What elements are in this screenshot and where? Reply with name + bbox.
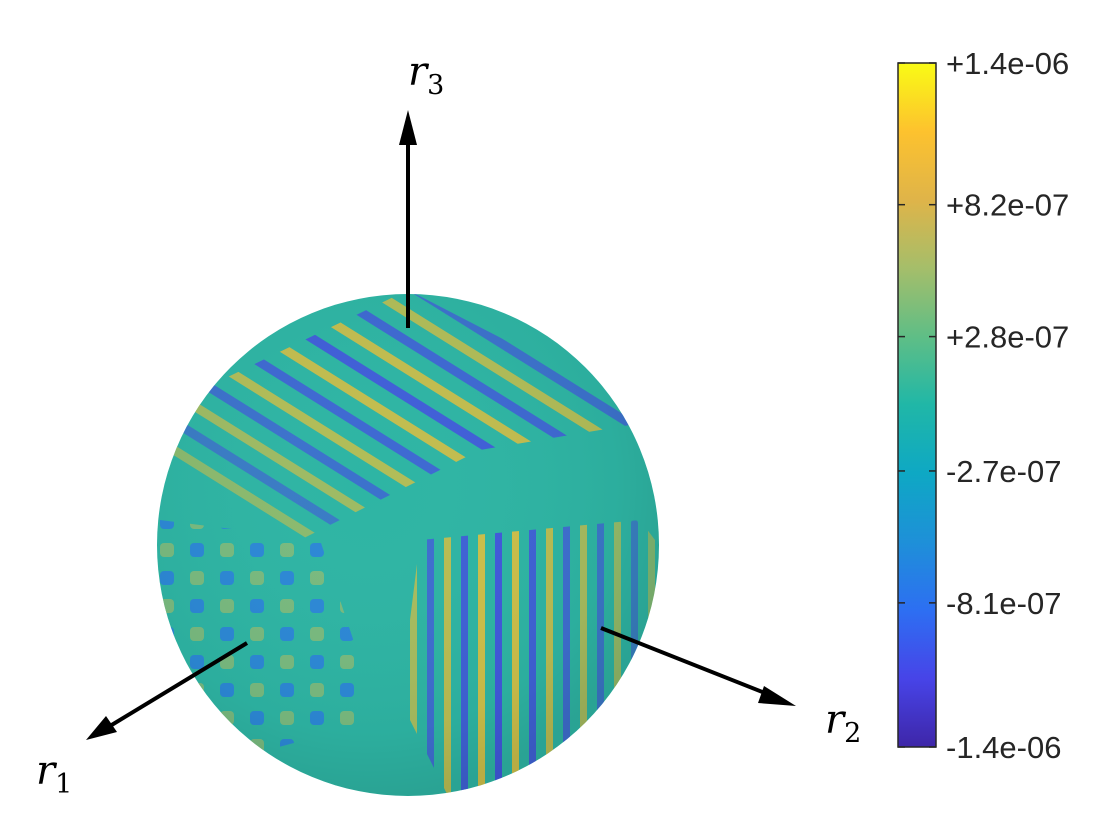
r3-arrowhead bbox=[399, 110, 417, 145]
axis-arrows bbox=[86, 110, 796, 740]
colorbar-tick-label: -2.7e-07 bbox=[946, 454, 1061, 489]
r3-axis-label: r3 bbox=[408, 49, 444, 101]
wave-cell bbox=[160, 711, 174, 725]
wave-cell bbox=[160, 655, 174, 669]
colorbar-gradient bbox=[897, 62, 937, 748]
r1-arrowhead bbox=[86, 716, 117, 740]
colorbar-tick-label: -1.4e-06 bbox=[946, 730, 1061, 765]
r1-axis-line bbox=[108, 641, 249, 728]
colorbar-ticks: +1.4e-06 +8.2e-07 +2.8e-07 -2.7e-07 -8.1e-07… bbox=[898, 46, 1069, 765]
colorbar: +1.4e-06 +8.2e-07 +2.8e-07 -2.7e-07 -8.1e-07… bbox=[897, 46, 1069, 765]
r2-arrowhead bbox=[758, 686, 796, 706]
r2-axis-label: r2 bbox=[825, 697, 861, 749]
colorbar-tick-label: -8.1e-07 bbox=[946, 586, 1061, 621]
wave-cell bbox=[160, 739, 174, 753]
r1-axis-label: r1 bbox=[36, 748, 72, 800]
colorbar-tick-label: +1.4e-06 bbox=[946, 46, 1069, 81]
colorbar-tick-label: +8.2e-07 bbox=[946, 188, 1069, 223]
r2-axis-line bbox=[600, 626, 771, 697]
wave-band bbox=[665, 520, 672, 810]
sphere-surface bbox=[157, 294, 672, 810]
wave-cell bbox=[190, 711, 204, 725]
wave-cell bbox=[190, 739, 204, 753]
colorbar-tick-label: +2.8e-07 bbox=[946, 320, 1069, 355]
wave-cell bbox=[220, 739, 234, 753]
